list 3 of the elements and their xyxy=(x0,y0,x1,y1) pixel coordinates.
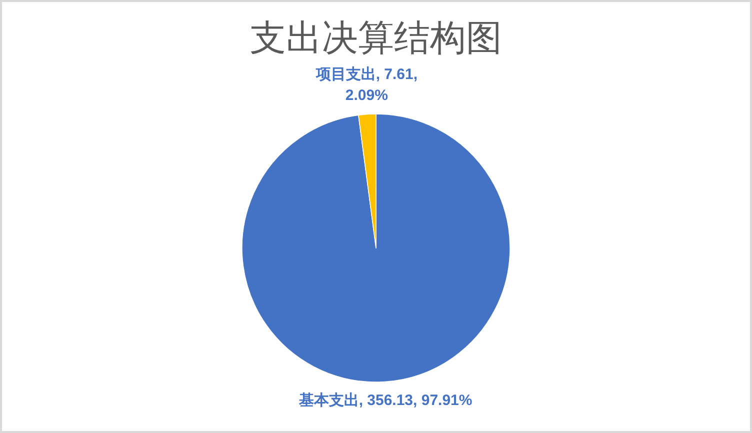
chart-title: 支出决算结构图 xyxy=(250,18,502,59)
slice-label: 项目支出, 7.61, 2.09% xyxy=(314,65,419,106)
slice-label: 基本支出, 356.13, 97.91% xyxy=(298,390,472,411)
